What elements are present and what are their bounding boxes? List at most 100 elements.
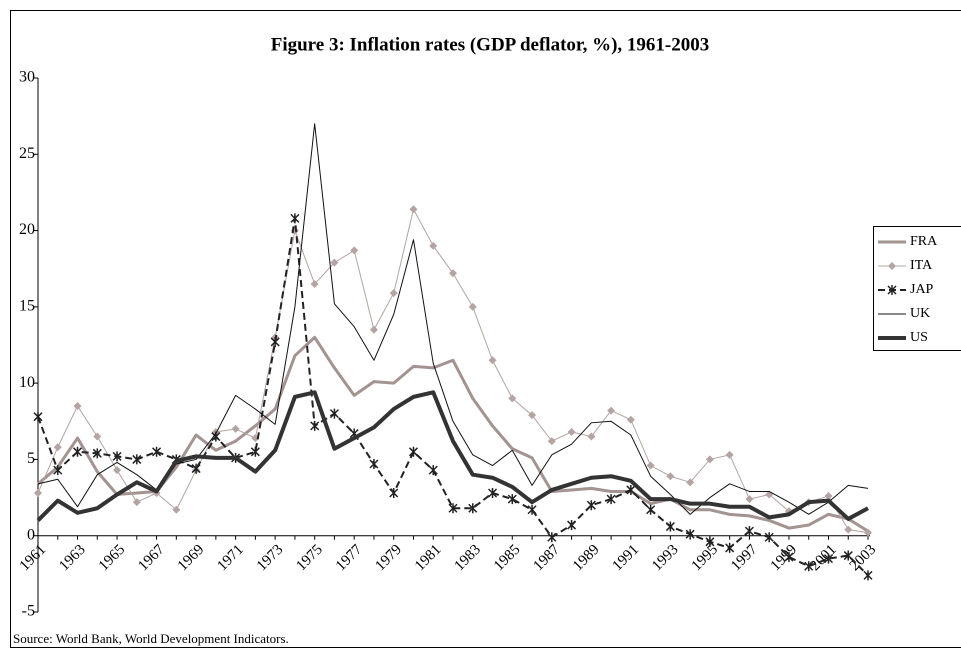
legend-label: US bbox=[910, 330, 928, 345]
point bbox=[330, 258, 339, 267]
point bbox=[607, 406, 616, 415]
x-tick-label: 1967 bbox=[135, 541, 168, 574]
x-tick-label: 1993 bbox=[649, 542, 682, 575]
point bbox=[231, 424, 240, 433]
point bbox=[468, 302, 477, 311]
point bbox=[73, 402, 82, 411]
point bbox=[547, 532, 557, 543]
point bbox=[725, 450, 734, 459]
point bbox=[745, 495, 754, 504]
point bbox=[527, 504, 537, 515]
point bbox=[33, 411, 43, 422]
point bbox=[53, 465, 63, 476]
point bbox=[705, 455, 714, 464]
point bbox=[547, 437, 556, 446]
y-tick-label: 15 bbox=[19, 298, 35, 315]
point bbox=[863, 570, 873, 581]
y-tick-label: 25 bbox=[19, 145, 35, 162]
point bbox=[429, 241, 438, 250]
point bbox=[72, 446, 83, 457]
legend-marker bbox=[887, 285, 897, 295]
point bbox=[310, 420, 320, 431]
point bbox=[784, 552, 794, 563]
x-tick-label: 1965 bbox=[96, 542, 129, 575]
legend-label: JAP bbox=[910, 282, 934, 297]
y-tick-label: 0 bbox=[27, 526, 35, 543]
point bbox=[132, 454, 142, 465]
point bbox=[34, 488, 42, 497]
legend-label: ITA bbox=[910, 258, 933, 273]
point bbox=[389, 289, 398, 298]
point bbox=[646, 461, 655, 470]
x-tick-label: 1981 bbox=[412, 542, 445, 575]
point bbox=[172, 505, 181, 514]
legend-box bbox=[873, 226, 961, 351]
point bbox=[93, 432, 102, 441]
x-tick-label: 1969 bbox=[175, 542, 208, 575]
point bbox=[606, 494, 616, 505]
chart-title: Figure 3: Inflation rates (GDP deflator,… bbox=[271, 34, 710, 55]
point bbox=[587, 432, 596, 441]
point bbox=[508, 394, 517, 403]
series-line bbox=[36, 390, 869, 522]
point bbox=[113, 466, 122, 475]
point bbox=[824, 492, 833, 501]
x-tick-label: 1985 bbox=[491, 542, 524, 575]
point bbox=[804, 561, 814, 572]
point bbox=[487, 487, 498, 498]
point bbox=[290, 213, 300, 224]
point bbox=[665, 521, 675, 532]
point bbox=[92, 448, 102, 459]
point bbox=[705, 536, 715, 547]
y-tick-label: 20 bbox=[19, 221, 35, 238]
point bbox=[844, 525, 853, 534]
x-tick-label: 1995 bbox=[689, 542, 722, 575]
point bbox=[329, 408, 339, 419]
point bbox=[250, 446, 260, 457]
source-note: Source: World Bank, World Development In… bbox=[13, 631, 289, 646]
point bbox=[310, 279, 319, 288]
point bbox=[646, 504, 656, 515]
point bbox=[666, 472, 675, 481]
x-tick-label: 1999 bbox=[768, 542, 801, 575]
point bbox=[112, 451, 122, 462]
point bbox=[507, 494, 517, 505]
y-tick-label: 30 bbox=[19, 69, 35, 86]
point bbox=[428, 465, 438, 476]
point bbox=[626, 484, 636, 495]
y-tick-label: 5 bbox=[27, 450, 35, 467]
point bbox=[686, 478, 695, 487]
x-tick-label: 1987 bbox=[531, 541, 564, 574]
x-tick-label: 1991 bbox=[610, 542, 643, 575]
x-tick-label: 1963 bbox=[56, 542, 89, 575]
y-tick-label: -5 bbox=[22, 603, 35, 620]
point bbox=[864, 528, 872, 537]
point bbox=[468, 503, 478, 514]
point bbox=[449, 269, 457, 278]
point bbox=[132, 498, 141, 507]
point bbox=[369, 325, 378, 334]
y-tick-label: 10 bbox=[19, 374, 35, 391]
legend-label: UK bbox=[910, 306, 930, 321]
point bbox=[191, 463, 201, 474]
x-tick-label: 1983 bbox=[451, 542, 484, 575]
point bbox=[369, 459, 379, 470]
series-line bbox=[37, 123, 869, 515]
x-tick-label: 1979 bbox=[372, 542, 405, 575]
point bbox=[744, 526, 754, 537]
point bbox=[270, 336, 280, 347]
point bbox=[409, 205, 418, 214]
point bbox=[764, 532, 774, 543]
x-tick-label: 1973 bbox=[254, 542, 287, 575]
point bbox=[626, 415, 635, 424]
point bbox=[448, 503, 458, 514]
legend-marker bbox=[888, 262, 896, 270]
point bbox=[152, 446, 162, 457]
point bbox=[53, 443, 62, 452]
x-tick-label: 1975 bbox=[293, 542, 326, 575]
chart-border bbox=[10, 10, 961, 648]
point bbox=[408, 446, 419, 457]
point bbox=[488, 356, 497, 365]
